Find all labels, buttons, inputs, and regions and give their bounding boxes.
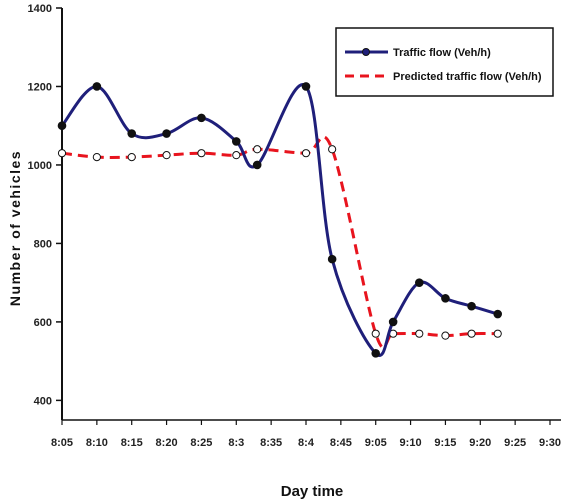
data-point-traffic-flow — [493, 309, 503, 319]
data-point-predicted-traffic-flow — [92, 153, 101, 162]
x-tick-label: 9:15 — [434, 437, 456, 449]
series-line-traffic-flow — [60, 83, 499, 357]
series-line-predicted-traffic-flow — [61, 135, 498, 349]
data-point-predicted-traffic-flow — [467, 329, 476, 338]
y-ticks: 400 600 800 1000 1200 1400 — [28, 3, 62, 407]
data-point-traffic-flow — [252, 160, 262, 170]
x-tick-label: 9:10 — [400, 437, 422, 449]
series — [57, 82, 503, 358]
y-tick-label: 400 — [34, 395, 52, 407]
data-point-predicted-traffic-flow — [57, 149, 67, 158]
data-point-traffic-flow — [127, 129, 137, 138]
y-tick-label: 1200 — [28, 81, 52, 93]
data-point-traffic-flow — [301, 82, 311, 91]
data-point-traffic-flow — [92, 82, 102, 91]
data-point-traffic-flow — [162, 129, 171, 138]
x-tick-label: 8:25 — [190, 437, 212, 449]
data-point-predicted-traffic-flow — [232, 151, 241, 160]
legend-box — [335, 27, 554, 97]
data-point-predicted-traffic-flow — [415, 329, 424, 338]
x-axis-title: Day time — [281, 483, 344, 500]
data-point-predicted-traffic-flow — [441, 331, 450, 340]
x-tick-label: 8:35 — [260, 437, 282, 449]
y-axis-title: Number of vehicles — [7, 150, 23, 306]
x-ticks: 8:05 8:10 8:15 8:20 8:25 8:3 8:35 8:4 8:45 9:05 9:… — [51, 420, 561, 449]
data-point-traffic-flow — [414, 278, 424, 287]
x-tick-label: 8:10 — [86, 437, 108, 449]
x-tick-label: 8:05 — [51, 437, 73, 449]
data-point-predicted-traffic-flow — [162, 151, 171, 160]
legend-label-predicted: Predicted traffic flow (Veh/h) — [393, 71, 542, 83]
data-point-traffic-flow — [467, 301, 476, 311]
data-point-traffic-flow — [371, 348, 381, 358]
data-point-predicted-traffic-flow — [127, 153, 136, 162]
data-point-predicted-traffic-flow — [371, 329, 380, 338]
data-point-predicted-traffic-flow — [301, 149, 311, 158]
legend-label-traffic-flow: Traffic flow (Veh/h) — [393, 47, 491, 59]
data-point-predicted-traffic-flow — [197, 149, 206, 158]
axes — [61, 8, 561, 421]
x-tick-label: 9:05 — [365, 437, 387, 449]
legend: Traffic flow (Veh/h) Predicted traffic f… — [335, 27, 554, 97]
y-tick-label: 1400 — [28, 3, 52, 15]
data-point-traffic-flow — [57, 121, 67, 131]
data-point-traffic-flow — [231, 137, 241, 146]
y-tick-label: 1000 — [28, 160, 52, 172]
data-point-traffic-flow — [441, 294, 450, 303]
y-tick-label: 800 — [34, 238, 52, 250]
data-point-predicted-traffic-flow — [253, 145, 262, 154]
x-tick-label: 8:4 — [298, 437, 315, 449]
data-point-traffic-flow — [197, 113, 206, 123]
data-point-predicted-traffic-flow — [328, 145, 337, 154]
data-point-traffic-flow — [388, 317, 398, 327]
data-point-predicted-traffic-flow — [493, 329, 502, 338]
x-tick-label: 9:20 — [469, 437, 491, 449]
y-tick-label: 600 — [34, 317, 52, 329]
x-tick-label: 8:20 — [156, 437, 178, 449]
x-tick-label: 8:45 — [330, 437, 352, 449]
x-tick-label: 8:15 — [121, 437, 143, 449]
x-tick-label: 8:3 — [228, 437, 244, 449]
x-tick-label: 9:25 — [504, 437, 526, 449]
x-tick-label: 9:30 — [539, 437, 561, 449]
legend-marker-traffic-flow — [362, 48, 370, 56]
data-point-traffic-flow — [327, 254, 337, 264]
